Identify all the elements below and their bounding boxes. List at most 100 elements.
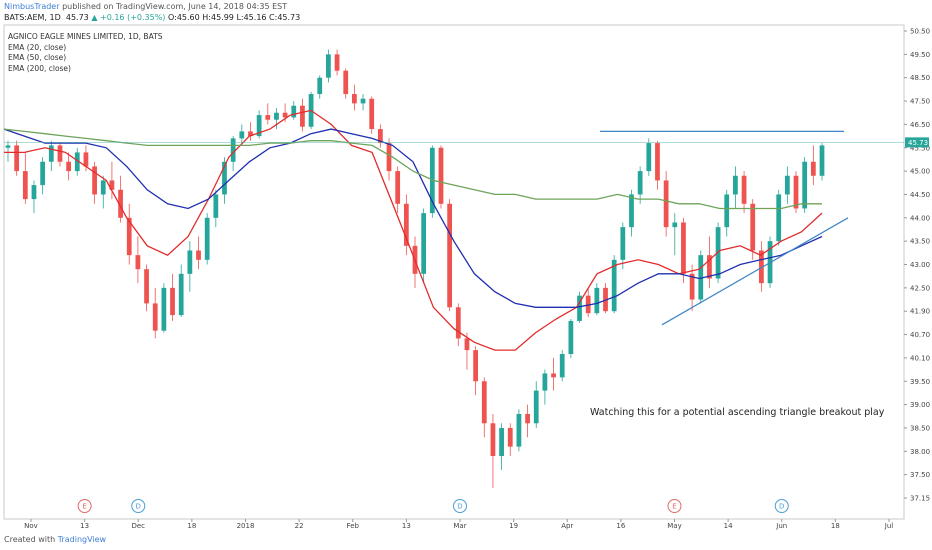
time-tick-label: Apr (561, 522, 573, 530)
candle (594, 283, 600, 316)
marker-label: D (457, 503, 462, 511)
candle (698, 250, 704, 304)
candle (300, 98, 305, 132)
time-tick-label: 16 (616, 522, 625, 530)
legend-ema200[interactable]: EMA (200, close) (8, 63, 71, 73)
price-tick-label: 44.00 (910, 214, 930, 222)
time-tick-label: 19 (509, 522, 518, 530)
price-tick-label: 41.90 (910, 308, 930, 316)
candle-body (594, 287, 600, 314)
candle (213, 189, 219, 228)
candle-body (204, 217, 210, 260)
candle-body (22, 171, 28, 200)
candle-body (689, 273, 695, 300)
time-tick-label: Jul (884, 522, 894, 530)
price-tick-label: 45.50 (910, 144, 930, 152)
candle (403, 194, 409, 256)
candle-body (369, 98, 375, 130)
price-tick-label: 38.00 (910, 448, 930, 456)
candle (265, 103, 271, 125)
candle-body (698, 255, 704, 300)
tradingview-logo[interactable]: TradingView (57, 535, 107, 544)
earnings-marker[interactable]: E (77, 499, 92, 513)
candle-body (83, 152, 89, 167)
candle-body (274, 112, 279, 120)
candle-body (213, 194, 219, 218)
candle (57, 143, 63, 167)
candle (178, 264, 184, 318)
candle-body (490, 423, 496, 456)
publisher-link[interactable]: NimbusTrader (4, 2, 60, 11)
candle-body (629, 194, 634, 228)
candle-body (819, 145, 825, 176)
current-price-label: 45.73 (908, 139, 928, 147)
candle-body (170, 287, 175, 316)
candle-body (360, 98, 366, 104)
candle (118, 175, 123, 223)
candle-body (473, 350, 478, 382)
candle-body (152, 303, 158, 331)
price-tick-label: 49.50 (910, 51, 930, 59)
legend-ema20[interactable]: EMA (20, close) (8, 42, 67, 52)
candle-body (92, 166, 97, 195)
time-tick-label: Jun (775, 522, 787, 530)
candle-body (109, 180, 115, 190)
candle (455, 303, 461, 347)
candle (490, 413, 496, 488)
ema200-line (3, 128, 822, 210)
candle-body (776, 194, 782, 242)
candle (291, 101, 297, 120)
candle-body (282, 112, 288, 118)
candle (152, 287, 158, 339)
price-change: ▲ +0.16 (+0.35%) (91, 13, 166, 22)
candle (421, 208, 427, 284)
candle-body (810, 161, 816, 176)
footer: Created with TradingView (4, 535, 106, 544)
dividend-marker[interactable]: D (774, 499, 789, 513)
ohlc-values: O:45.60 H:45.99 L:45.16 C:45.73 (167, 13, 301, 22)
candle (620, 222, 626, 270)
candle-body (507, 427, 513, 447)
candle-body (516, 413, 522, 447)
candle (655, 140, 660, 190)
earnings-marker[interactable]: E (667, 499, 682, 513)
candle (759, 241, 764, 292)
candle (551, 357, 556, 391)
candle (447, 199, 453, 312)
candle-body (481, 381, 487, 424)
candle (533, 381, 539, 428)
candle-body (403, 203, 409, 246)
current-price-badge (905, 137, 929, 148)
price-tick-label: 43.50 (910, 238, 930, 246)
candle-body (14, 145, 20, 172)
marker-circle (774, 499, 789, 513)
dividend-marker[interactable]: D (453, 499, 467, 513)
candle-body (100, 180, 106, 195)
candle-body (161, 287, 167, 331)
candle-body (57, 145, 63, 162)
price-tick-label: 46.50 (910, 121, 930, 129)
candle-body (135, 255, 141, 270)
candle-body (533, 390, 539, 424)
candle-body (447, 203, 453, 308)
candle-body (395, 171, 401, 204)
candle-body (248, 131, 253, 137)
legend-ema50[interactable]: EMA (50, close) (8, 53, 67, 62)
candle-body (40, 161, 46, 186)
candle (568, 318, 574, 358)
candle-body (178, 273, 184, 316)
time-tick-label: Feb (347, 522, 360, 530)
dividend-marker[interactable]: D (131, 499, 146, 513)
candle-body (377, 129, 383, 144)
candle (187, 241, 193, 292)
candle-body (577, 295, 582, 321)
candle (248, 122, 253, 141)
price-tick-label: 45.00 (910, 168, 930, 176)
price-tick-label: 39.00 (910, 401, 930, 409)
candle-body (585, 295, 591, 314)
candle-body (741, 175, 747, 204)
ascending-trendline (661, 217, 849, 326)
candle-body (187, 250, 193, 274)
candle-body (66, 161, 71, 172)
